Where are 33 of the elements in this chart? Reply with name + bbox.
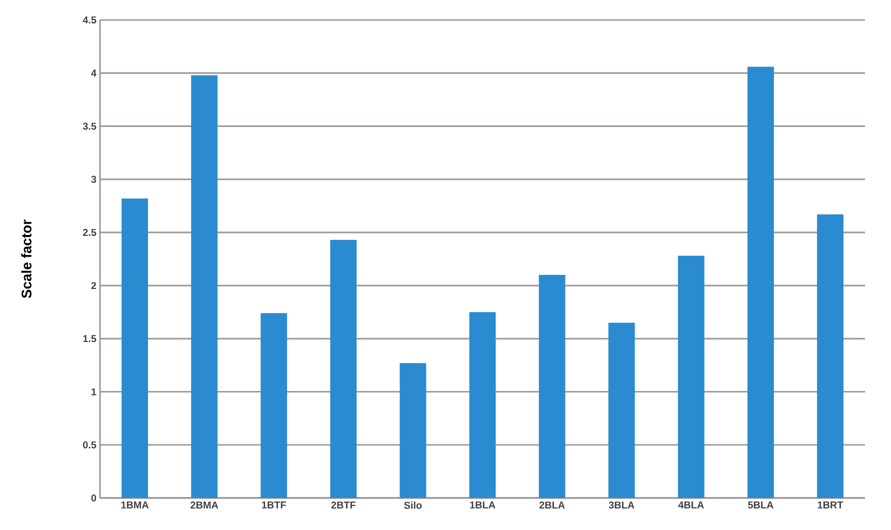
y-tick-label: 1 (92, 388, 96, 396)
x-tick-label: 2BTF (331, 502, 356, 508)
x-tick-label: 1BMA (121, 502, 149, 508)
x-tick-label: 1BRT (818, 502, 844, 508)
x-tick-label: 5BLA (748, 502, 774, 508)
y-tick-label: 2.5 (82, 228, 96, 236)
y-tick-label: 0 (91, 494, 96, 502)
bar (122, 198, 148, 498)
bar (678, 256, 704, 498)
bar (608, 322, 635, 498)
bar (538, 274, 566, 498)
bar (469, 312, 496, 498)
x-tick-label: 2BLA (539, 502, 565, 508)
y-tick-label: 4 (91, 70, 96, 77)
x-tick-label: 4BLA (678, 502, 704, 508)
y-tick-label: 2 (91, 282, 96, 290)
bar (260, 313, 288, 498)
y-tick-label: 3.5 (82, 122, 96, 130)
bar (747, 66, 774, 498)
y-axis-title: Scale factor (21, 220, 32, 298)
bar (330, 240, 357, 498)
bar (400, 363, 426, 498)
bar (817, 214, 844, 498)
y-tick-label: 1.5 (83, 335, 96, 342)
x-tick-label: 1BLA (470, 502, 496, 508)
bar (191, 75, 218, 498)
x-tick-label: 3BLA (608, 502, 634, 509)
y-tick-label: 0.5 (83, 441, 96, 448)
y-tick-label: 4.5 (82, 16, 96, 24)
x-tick-label: Silo (404, 502, 422, 509)
y-tick-label: 3 (91, 176, 96, 183)
x-tick-label: 2BMA (190, 502, 218, 508)
x-tick-label: 1BTF (262, 502, 286, 508)
